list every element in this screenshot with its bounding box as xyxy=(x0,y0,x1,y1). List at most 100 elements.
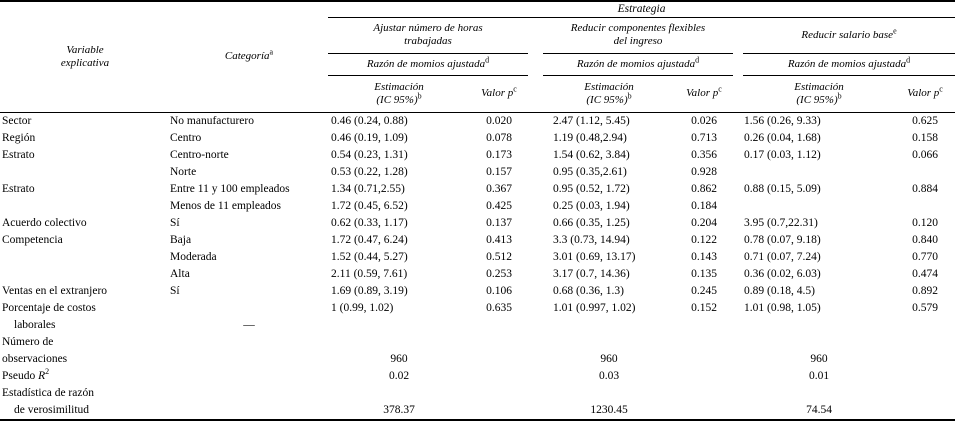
estimation-cell: 0.88 (0.15, 5.09) xyxy=(744,182,821,195)
table-body: Sector No manufacturero 0.46 (0.24, 0.88) 0… xyxy=(0,112,955,421)
estimation-cell xyxy=(743,164,895,181)
categoria-cell: Baja xyxy=(170,233,192,246)
table-row: Número de xyxy=(0,334,955,351)
strategy-header-ajustar-horas: Ajustar número de horas trabajadas xyxy=(328,17,528,54)
variable-cell: laborales xyxy=(14,318,56,331)
variable-cell: Estrato xyxy=(2,148,35,161)
subheader3-label: Razón de momios ajustada xyxy=(787,57,907,70)
estimation-cell: 0.78 (0.07, 9.18) xyxy=(744,233,821,246)
variable-label-part: Pseudo xyxy=(2,369,39,382)
subheader-razon-momios-2: Razón de momios ajustadad xyxy=(543,53,733,76)
pvalue-cell: 0.367 xyxy=(486,182,512,195)
pvalue-cell: 0.204 xyxy=(691,216,717,229)
pvalue-cell: 0.625 xyxy=(912,114,938,127)
pvalue-cell: 0.892 xyxy=(912,284,938,297)
variable-cell xyxy=(0,249,170,266)
categoria-cell xyxy=(170,368,328,385)
estimation-cell: 0.02 xyxy=(388,369,410,382)
categoria-cell: Entre 11 y 100 empleados xyxy=(170,182,290,195)
estimation-cell: 0.95 (0.35,2.61) xyxy=(553,165,627,178)
pvalue-cell: 0.135 xyxy=(691,267,717,280)
estimation-cell: 0.17 (0.03, 1.12) xyxy=(744,148,821,161)
categoria-cell: Centro-norte xyxy=(170,148,229,161)
estimacion3-line2: (IC 95%)b xyxy=(743,91,895,107)
categoria-footnote-marker: a xyxy=(269,47,274,57)
column-gap xyxy=(733,53,743,75)
table-row: de verosimilitud 378.37 1230.45 74.54 xyxy=(0,401,955,421)
pvalue-cell xyxy=(470,385,528,402)
column-gap xyxy=(733,164,743,181)
column-gap xyxy=(733,215,743,232)
pvalue-cell xyxy=(675,351,733,368)
pvalue-cell: 0.157 xyxy=(486,165,512,178)
pvalue-cell: 0.158 xyxy=(912,131,938,144)
pvalue-cell xyxy=(895,164,955,181)
column-gap xyxy=(733,385,743,402)
categoria-header-label: Categoría xyxy=(224,50,270,63)
estimation-cell: 0.53 (0.22, 1.28) xyxy=(331,165,408,178)
pvalue-cell xyxy=(675,334,733,351)
column-gap xyxy=(528,17,543,53)
categoria-cell: Sí xyxy=(170,216,180,229)
estimacion2-line1: Estimación xyxy=(584,80,634,93)
column-gap xyxy=(528,232,543,249)
pvalue-cell: 0.143 xyxy=(691,250,717,263)
variable-label-part: R xyxy=(38,369,46,382)
estimacion1-ic: (IC 95%) xyxy=(376,93,418,106)
pvalue-cell: 0.120 xyxy=(912,216,938,229)
valorp1-label: Valor p xyxy=(481,87,514,99)
pvalue-cell xyxy=(675,368,733,385)
column-gap xyxy=(733,112,743,130)
column-header-estimacion-3: Estimación (IC 95%)b xyxy=(743,75,895,113)
column-gap xyxy=(733,130,743,147)
pvalue-cell: 0.122 xyxy=(691,233,717,246)
table-row: Porcentaje de costos 1 (0.99, 1.02) 0.635 1… xyxy=(0,300,955,317)
pvalue-cell: 0.184 xyxy=(691,199,717,212)
subheader-razon-momios-3: Razón de momios ajustadad xyxy=(743,53,955,76)
estimation-cell: 3.01 (0.69, 13.17) xyxy=(553,250,636,263)
table-row: Moderada 1.52 (0.44, 5.27) 0.512 3.01 (0.69… xyxy=(0,249,955,266)
pvalue-cell xyxy=(675,317,733,334)
valorp2-label: Valor p xyxy=(686,87,719,99)
pvalue-cell: 0.770 xyxy=(912,250,938,263)
column-gap xyxy=(528,147,543,164)
valorp3-footnote-marker: c xyxy=(939,84,943,94)
estimation-cell: 0.46 (0.19, 1.09) xyxy=(331,131,408,144)
column-gap xyxy=(528,75,543,113)
subheader1-footnote-marker: d xyxy=(485,54,490,64)
estimacion2-footnote-marker: b xyxy=(627,90,632,100)
variable-cell: Acuerdo colectivo xyxy=(2,216,87,229)
pvalue-cell xyxy=(470,317,528,334)
estimacion3-line1: Estimación xyxy=(794,80,844,93)
estimation-cell: 0.03 xyxy=(598,369,620,382)
estimation-cell xyxy=(743,334,895,351)
column-gap xyxy=(733,317,743,334)
pvalue-cell: 0.106 xyxy=(486,284,512,297)
column-gap xyxy=(733,283,743,300)
strategy-header-reducir-flexibles: Reducir componentes flexibles del ingres… xyxy=(543,17,733,54)
estimation-cell: 74.54 xyxy=(743,401,895,421)
pvalue-cell: 0.474 xyxy=(912,267,938,280)
estimation-cell: 0.66 (0.35, 1.25) xyxy=(553,216,630,229)
categoria-cell: Menos de 11 empleados xyxy=(170,199,282,212)
variable-cell: Ventas en el extranjero xyxy=(2,284,108,297)
column-gap xyxy=(733,249,743,266)
pvalue-cell xyxy=(895,368,955,385)
pvalue-cell: 0.066 xyxy=(912,148,938,161)
column-header-categoria: Categoríaa xyxy=(170,1,328,113)
estimation-cell: 378.37 xyxy=(328,401,470,421)
estimacion2-ic: (IC 95%) xyxy=(586,93,628,106)
table-row: observaciones 960 960 960 xyxy=(0,351,955,368)
variable-cell xyxy=(0,164,170,181)
pvalue-cell: 0.137 xyxy=(486,216,512,229)
pvalue-cell: 0.579 xyxy=(912,301,938,314)
column-gap xyxy=(528,385,543,402)
estimation-cell: 960 xyxy=(600,352,618,365)
categoria-cell: Alta xyxy=(170,267,190,280)
results-table: Variable explicativa Categoríaa Estrateg… xyxy=(0,0,955,421)
estimation-cell: 2.47 (1.12, 5.45) xyxy=(553,114,630,127)
pvalue-cell xyxy=(470,368,528,385)
estimation-cell xyxy=(743,317,895,334)
pvalue-cell xyxy=(470,401,528,421)
column-gap xyxy=(528,401,543,421)
